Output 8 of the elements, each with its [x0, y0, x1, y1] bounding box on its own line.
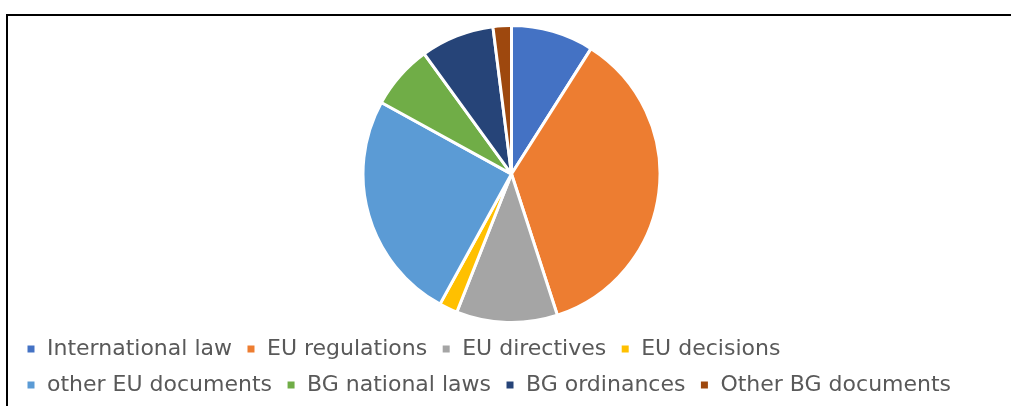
legend-label: International law — [47, 334, 232, 360]
legend-label: EU regulations — [266, 334, 428, 360]
legend-label: EU directives — [462, 334, 607, 360]
legend-label: BG ordinances — [526, 370, 686, 396]
legend-label: EU decisions — [641, 334, 781, 360]
legend-label: other EU documents — [47, 370, 273, 396]
legend-label: BG national laws — [307, 370, 492, 396]
legend-label: Other BG documents — [720, 370, 952, 396]
